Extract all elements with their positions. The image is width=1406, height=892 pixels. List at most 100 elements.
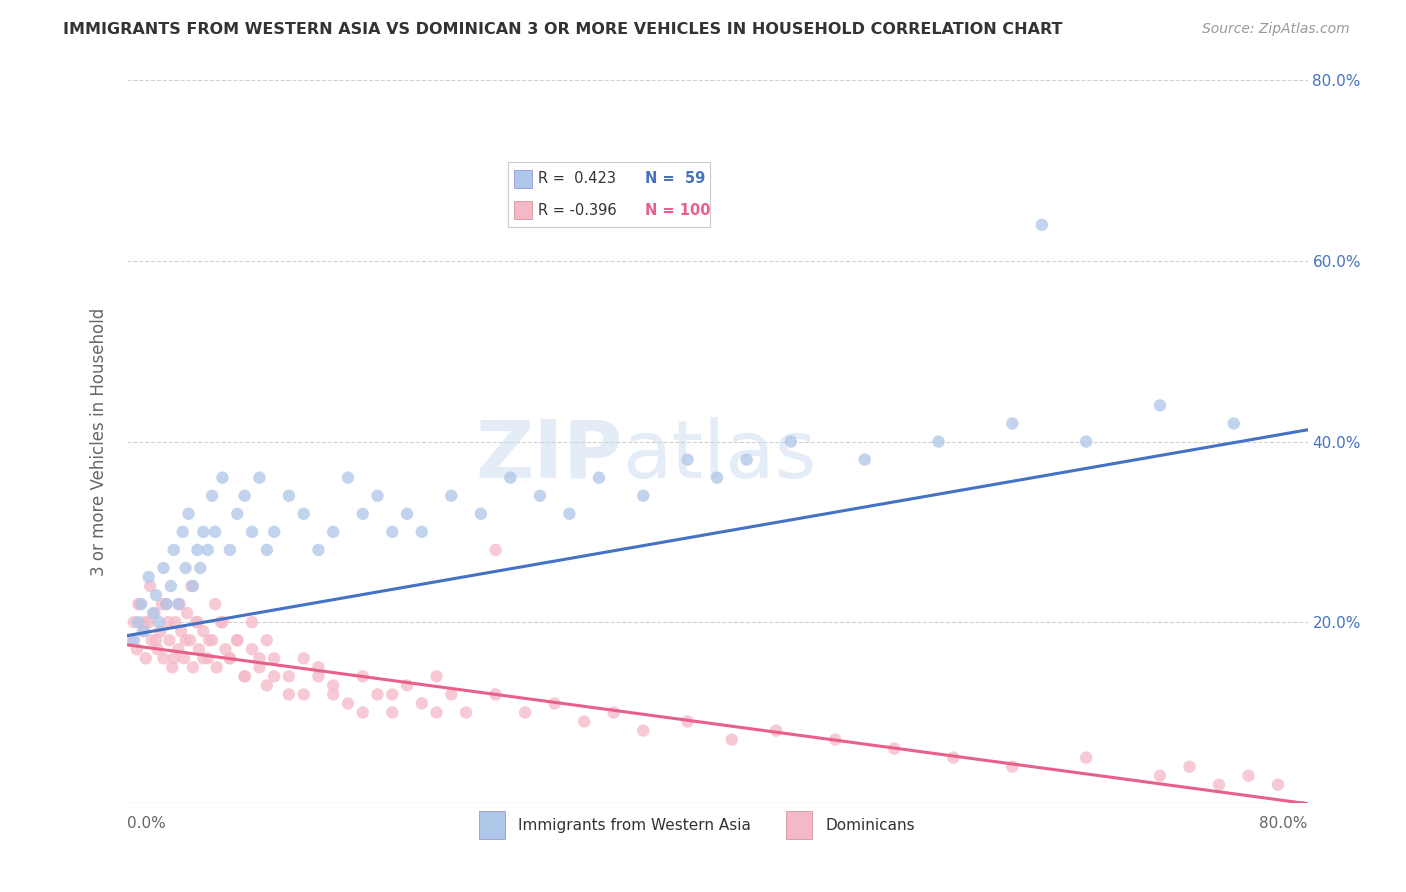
Text: R = -0.396: R = -0.396 [538, 202, 617, 218]
Point [263, 651, 285, 665]
Point [198, 633, 221, 648]
Point [411, 697, 433, 711]
Point [1208, 778, 1230, 792]
Point [201, 489, 224, 503]
Point [278, 669, 301, 683]
FancyBboxPatch shape [515, 169, 533, 188]
Point [367, 687, 389, 701]
Point [440, 489, 463, 503]
Text: N =  59: N = 59 [645, 171, 706, 186]
Point [197, 651, 219, 665]
Point [188, 561, 212, 575]
Point [263, 524, 285, 539]
Text: R =  0.423: R = 0.423 [538, 171, 616, 186]
Point [193, 524, 215, 539]
Text: atlas: atlas [623, 417, 817, 495]
Point [186, 542, 208, 557]
Point [853, 452, 876, 467]
Point [205, 660, 228, 674]
Text: N = 100: N = 100 [645, 202, 710, 218]
Point [150, 597, 173, 611]
Point [132, 624, 155, 639]
Point [233, 669, 256, 683]
Point [152, 651, 174, 665]
Point [484, 687, 508, 701]
Point [240, 524, 263, 539]
Point [1031, 218, 1053, 232]
Point [574, 714, 596, 729]
Point [197, 542, 219, 557]
Point [122, 615, 145, 630]
Point [233, 489, 256, 503]
FancyBboxPatch shape [515, 201, 533, 219]
Point [134, 624, 156, 639]
Point [249, 651, 271, 665]
Text: IMMIGRANTS FROM WESTERN ASIA VS DOMINICAN 3 OR MORE VEHICLES IN HOUSEHOLD CORREL: IMMIGRANTS FROM WESTERN ASIA VS DOMINICA… [63, 22, 1063, 37]
Point [162, 660, 184, 674]
Point [177, 507, 200, 521]
Point [181, 660, 204, 674]
Point [170, 624, 193, 639]
Point [633, 489, 655, 503]
Point [322, 524, 344, 539]
Point [138, 570, 160, 584]
Point [174, 633, 197, 648]
Point [1237, 769, 1260, 783]
Point [226, 507, 249, 521]
Point [381, 524, 404, 539]
Point [176, 606, 198, 620]
Point [149, 624, 172, 639]
Point [211, 471, 233, 485]
Point [249, 660, 271, 674]
Point [146, 642, 169, 657]
FancyBboxPatch shape [786, 811, 813, 839]
Point [180, 579, 202, 593]
Point [145, 588, 167, 602]
Point [425, 706, 447, 720]
Text: 0.0%: 0.0% [127, 816, 166, 831]
Point [676, 452, 699, 467]
Point [219, 651, 242, 665]
Point [167, 597, 190, 611]
Point [240, 642, 263, 657]
Point [1149, 398, 1171, 412]
Point [138, 615, 160, 630]
Point [155, 597, 177, 611]
Point [256, 633, 278, 648]
Point [160, 579, 183, 593]
Point [942, 750, 965, 764]
Point [1149, 769, 1171, 783]
Point [173, 651, 195, 665]
Point [122, 633, 145, 648]
Point [219, 542, 242, 557]
Point [142, 606, 165, 620]
Point [352, 706, 374, 720]
Text: Source: ZipAtlas.com: Source: ZipAtlas.com [1202, 22, 1350, 37]
Point [292, 651, 315, 665]
Point [249, 471, 271, 485]
Point [633, 723, 655, 738]
Point [765, 723, 787, 738]
Point [456, 706, 478, 720]
Point [193, 651, 215, 665]
Point [1223, 417, 1246, 431]
Point [155, 597, 177, 611]
Point [211, 615, 233, 630]
Point [706, 471, 728, 485]
Point [484, 542, 508, 557]
Point [529, 489, 551, 503]
Point [214, 642, 236, 657]
Point [134, 615, 156, 630]
Point [883, 741, 905, 756]
Point [148, 615, 170, 630]
Point [174, 561, 197, 575]
Point [337, 697, 360, 711]
Point [308, 669, 330, 683]
Point [226, 633, 249, 648]
Text: Dominicans: Dominicans [825, 818, 915, 832]
Point [1178, 760, 1201, 774]
Point [396, 678, 419, 692]
Point [204, 524, 226, 539]
Point [337, 471, 360, 485]
Y-axis label: 3 or more Vehicles in Household: 3 or more Vehicles in Household [90, 308, 108, 575]
